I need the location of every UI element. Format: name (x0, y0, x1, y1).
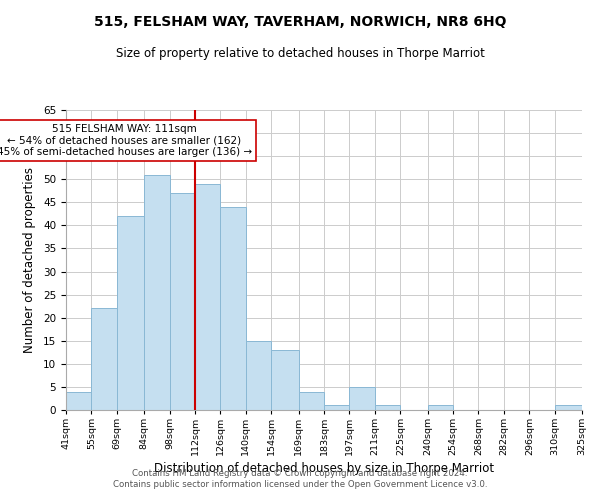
Bar (144, 174, 170, 410)
Text: 515, FELSHAM WAY, TAVERHAM, NORWICH, NR8 6HQ: 515, FELSHAM WAY, TAVERHAM, NORWICH, NR8… (94, 15, 506, 29)
Bar (271, 350, 299, 410)
Bar (349, 387, 375, 410)
Bar (91, 308, 117, 410)
Bar (170, 193, 195, 410)
Bar (428, 406, 453, 410)
Text: Contains public sector information licensed under the Open Government Licence v3: Contains public sector information licen… (113, 480, 487, 489)
Bar (66, 392, 91, 410)
Bar (299, 392, 324, 410)
Text: Size of property relative to detached houses in Thorpe Marriot: Size of property relative to detached ho… (116, 48, 484, 60)
X-axis label: Distribution of detached houses by size in Thorpe Marriot: Distribution of detached houses by size … (154, 462, 494, 475)
Text: Contains HM Land Registry data © Crown copyright and database right 2024.: Contains HM Land Registry data © Crown c… (132, 468, 468, 477)
Bar (324, 406, 349, 410)
Bar (220, 207, 246, 410)
Y-axis label: Number of detached properties: Number of detached properties (23, 167, 36, 353)
Bar (117, 216, 144, 410)
Bar (195, 184, 220, 410)
Bar (555, 406, 582, 410)
Text: 515 FELSHAM WAY: 111sqm
← 54% of detached houses are smaller (162)
45% of semi-d: 515 FELSHAM WAY: 111sqm ← 54% of detache… (0, 124, 252, 157)
Bar (375, 406, 400, 410)
Bar (246, 341, 271, 410)
